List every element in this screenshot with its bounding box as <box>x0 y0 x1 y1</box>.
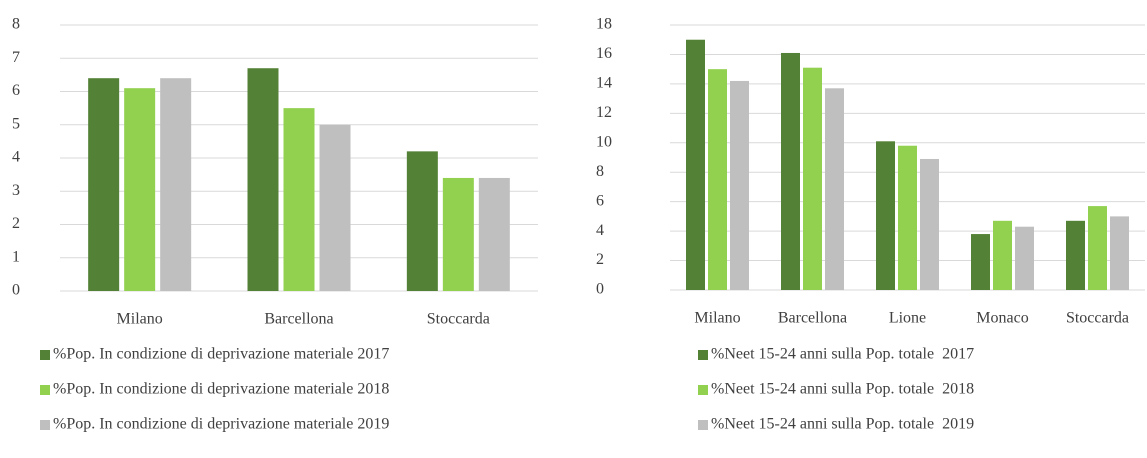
y-tick-label: 2 <box>596 251 604 268</box>
y-tick-label: 5 <box>12 115 20 132</box>
bar <box>686 39 705 290</box>
legend-swatch <box>698 385 708 395</box>
bar <box>406 151 438 291</box>
x-tick-label: Monaco <box>976 310 1028 327</box>
bar <box>160 78 192 291</box>
y-tick-label: 6 <box>12 82 20 99</box>
legend-swatch <box>40 385 50 395</box>
x-tick-label: Barcellona <box>264 311 333 328</box>
x-tick-label: Milano <box>117 311 163 328</box>
bar <box>124 88 156 291</box>
bar <box>920 158 939 290</box>
x-tick-label: Milano <box>694 310 740 327</box>
y-tick-label: 7 <box>12 49 20 66</box>
bar <box>247 68 279 291</box>
y-tick-label: 1 <box>12 248 20 265</box>
bar <box>803 67 822 290</box>
bar <box>1088 206 1107 290</box>
y-tick-label: 4 <box>12 149 20 166</box>
bar <box>971 234 990 290</box>
legend-swatch <box>40 350 50 360</box>
bar <box>319 124 351 291</box>
legend-label: %Pop. In condizione di deprivazione mate… <box>53 381 389 398</box>
bar <box>898 145 917 290</box>
y-tick-label: 14 <box>596 75 612 92</box>
legend-label: %Neet 15-24 anni sulla Pop. totale 2017 <box>711 346 974 363</box>
y-tick-label: 18 <box>596 16 612 33</box>
y-tick-label: 2 <box>12 215 20 232</box>
y-tick-label: 8 <box>12 16 20 33</box>
x-tick-label: Stoccarda <box>1066 310 1129 327</box>
legend-label: %Neet 15-24 anni sulla Pop. totale 2018 <box>711 381 974 398</box>
y-tick-label: 3 <box>12 182 20 199</box>
legend-swatch <box>40 420 50 430</box>
bar <box>1015 226 1034 290</box>
legend-swatch <box>698 420 708 430</box>
bar <box>825 88 844 290</box>
x-tick-label: Barcellona <box>778 310 847 327</box>
x-tick-label: Stoccarda <box>427 311 490 328</box>
y-tick-label: 4 <box>596 222 604 239</box>
bar <box>708 69 727 291</box>
bar <box>1066 220 1085 290</box>
bar <box>442 177 474 291</box>
y-tick-label: 16 <box>596 45 612 62</box>
legend-label: %Pop. In condizione di deprivazione mate… <box>53 346 389 363</box>
x-tick-label: Lione <box>889 310 926 327</box>
bar <box>993 220 1012 290</box>
y-tick-label: 0 <box>12 282 20 299</box>
y-tick-label: 6 <box>596 192 604 209</box>
y-tick-label: 8 <box>596 163 604 180</box>
legend-label: %Pop. In condizione di deprivazione mate… <box>53 416 389 433</box>
bar <box>88 78 120 291</box>
bar <box>876 141 895 290</box>
bar <box>478 177 510 291</box>
legend-label: %Neet 15-24 anni sulla Pop. totale 2019 <box>711 416 974 433</box>
y-tick-label: 10 <box>596 133 612 150</box>
bar <box>781 52 800 290</box>
bar <box>283 108 315 291</box>
legend-swatch <box>698 350 708 360</box>
y-tick-label: 0 <box>596 281 604 298</box>
y-tick-label: 12 <box>596 104 612 121</box>
bar <box>730 80 749 290</box>
bar <box>1110 216 1129 290</box>
